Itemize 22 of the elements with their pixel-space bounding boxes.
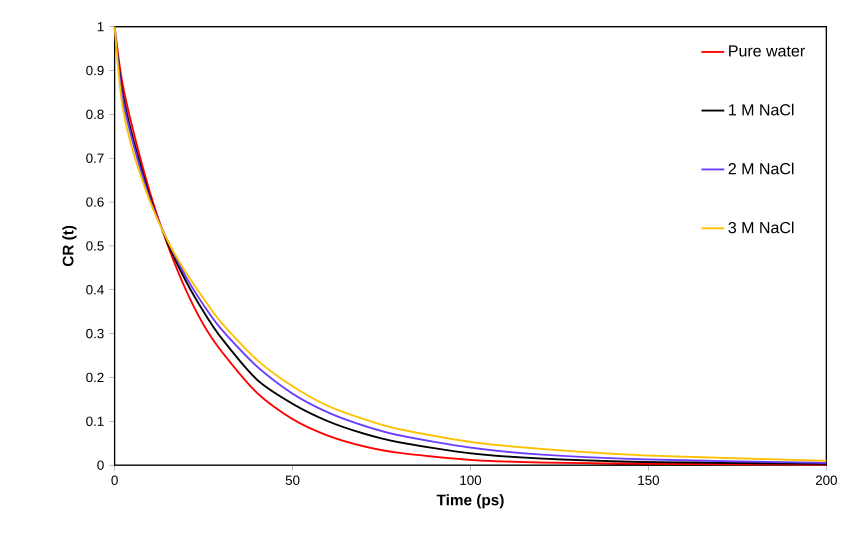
y-tick-label: 0.3 <box>86 328 104 338</box>
x-tick-label: 150 <box>638 475 660 485</box>
x-axis-title: Time (ps) <box>436 494 504 508</box>
y-tick-label: 0.1 <box>86 416 104 426</box>
y-tick-label: 0.9 <box>86 66 104 75</box>
legend-label: 3 M NaCl <box>728 221 794 234</box>
y-tick-label: 0.4 <box>86 284 104 294</box>
y-tick-label: 0.8 <box>86 109 104 119</box>
x-tick-label: 100 <box>460 475 482 485</box>
legend-label: Pure water <box>729 45 805 56</box>
x-tick-label: 50 <box>286 475 300 485</box>
x-tick-label: 200 <box>816 475 837 485</box>
y-axis-title: CR (t) <box>62 226 77 266</box>
x-tick-label: 0 <box>111 475 118 485</box>
y-tick-label: 1 <box>98 22 104 32</box>
y-tick-label: 0.6 <box>86 197 104 207</box>
y-tick-label: 0.5 <box>86 240 104 250</box>
legend-label: 2 M NaCl <box>728 162 794 174</box>
y-tick-label: 0.2 <box>86 372 104 382</box>
legend-label: 1 M NaCl <box>729 104 794 116</box>
y-tick-label: 0.7 <box>86 153 104 163</box>
y-tick-label: 0 <box>97 460 104 470</box>
